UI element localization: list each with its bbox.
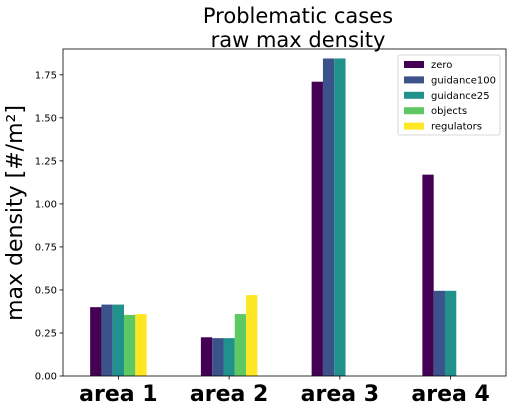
y-tick-label: 0.50 (35, 285, 57, 296)
bar-objects-1 (234, 314, 247, 376)
bar-guidance25-0 (112, 304, 125, 376)
legend-label-objects: objects (431, 106, 467, 117)
y-axis-label: max density [#/m²] (3, 105, 28, 321)
legend: zero guidance100 guidance25 objects regulato… (397, 54, 501, 136)
plot-frame (62, 48, 507, 377)
y-tick-label: 1.25 (35, 156, 57, 167)
legend-label-regulators: regulators (431, 122, 482, 133)
legend-label-guidance100: guidance100 (431, 75, 496, 86)
bar-regulators-1 (246, 295, 258, 376)
bar-guidance100-1 (212, 338, 224, 376)
bar-guidance25-1 (223, 338, 235, 376)
x-tick-label: area 4 (411, 382, 489, 407)
legend-swatch-guidance100 (404, 76, 424, 84)
bar-guidance100-2 (322, 58, 335, 376)
bar-guidance25-3 (444, 290, 457, 376)
chart-title: Problematic cases (203, 4, 393, 28)
y-tick-label: 1.75 (35, 70, 57, 81)
y-tick-label: 1.50 (35, 113, 57, 124)
bar-zero-1 (200, 337, 213, 376)
y-tick-label: 1.00 (35, 199, 57, 210)
x-tick-label: area 3 (301, 382, 379, 407)
bar-zero-0 (90, 307, 102, 376)
legend-label-zero: zero (431, 60, 452, 71)
bar-guidance100-0 (101, 304, 113, 376)
bar-zero-3 (422, 174, 434, 376)
legend-swatch-zero (404, 61, 424, 68)
bar-guidance25-2 (334, 58, 346, 376)
x-tick-label: area 2 (190, 382, 268, 407)
y-tick-label: 0.25 (35, 328, 57, 339)
legend-swatch-guidance25 (404, 91, 424, 99)
bar-guidance100-3 (433, 290, 445, 376)
x-tick-label: area 1 (79, 382, 157, 407)
y-tick-label: 0.75 (35, 242, 57, 253)
axes-layer: 0.00 0.25 0.50 0.75 1.00 1.25 1.50 1.75 area 1 ar… (35, 48, 507, 407)
bar-zero-2 (311, 81, 323, 376)
legend-swatch-regulators (404, 122, 424, 130)
y-tick-label: 0.00 (35, 372, 57, 383)
legend-label-guidance25: guidance25 (431, 91, 490, 102)
bar-regulators-0 (135, 314, 147, 376)
legend-box (397, 54, 501, 136)
legend-swatch-objects (404, 107, 424, 115)
bars-layer (90, 58, 457, 376)
chart-subtitle: raw max density (211, 28, 386, 52)
bar-objects-0 (124, 314, 136, 376)
